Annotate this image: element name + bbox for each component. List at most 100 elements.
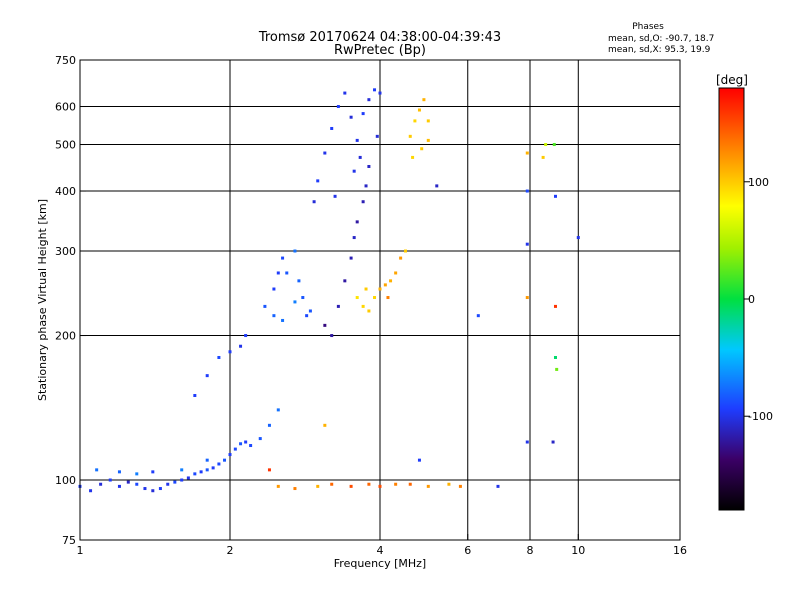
data-point [143, 487, 147, 491]
data-point [244, 334, 248, 338]
colorbar-tick-label: 100 [748, 176, 769, 189]
y-tick-label: 300 [55, 245, 76, 258]
data-point [135, 472, 139, 476]
data-point [399, 256, 403, 260]
data-point [367, 164, 371, 168]
data-point [553, 304, 557, 308]
data-point [361, 200, 365, 204]
data-point [217, 462, 221, 466]
data-point [135, 482, 139, 486]
data-point [555, 367, 559, 371]
data-point [417, 108, 421, 112]
colorbar-tick-label: -100 [748, 410, 773, 423]
x-tick-label: 6 [464, 544, 471, 557]
data-point [199, 470, 203, 474]
colorbar-label: [deg] [716, 73, 748, 87]
data-point [166, 482, 170, 486]
legend-line-o: mean, sd,O: -90.7, 18.7 [608, 34, 714, 44]
y-tick-label: 75 [62, 534, 76, 547]
data-point [228, 350, 232, 354]
data-point [330, 126, 334, 130]
data-point [422, 98, 426, 102]
data-point [420, 147, 424, 151]
data-point [426, 119, 430, 123]
data-point [373, 88, 377, 92]
data-point [476, 314, 480, 318]
data-point [383, 283, 387, 287]
data-point [389, 279, 393, 283]
data-point [205, 458, 209, 462]
data-point [272, 287, 276, 291]
data-point [343, 91, 347, 95]
data-point [364, 287, 368, 291]
data-point [367, 482, 371, 486]
legend-title: Phases [632, 22, 664, 32]
data-point [228, 453, 232, 457]
colorbar-ticks: 100 0 -100 [744, 176, 773, 423]
data-point [576, 236, 580, 240]
data-point [349, 115, 353, 119]
data-point [413, 119, 417, 123]
y-tick-label: 200 [55, 330, 76, 343]
colorbar: [deg] 100 0 -100 [716, 73, 773, 511]
data-point [316, 484, 320, 488]
data-point [426, 484, 430, 488]
data-point [281, 318, 285, 322]
data-point [496, 484, 500, 488]
data-point [308, 309, 312, 313]
data-point [323, 423, 327, 427]
data-point [544, 143, 548, 147]
data-point [435, 184, 439, 188]
data-point [95, 468, 99, 472]
data-point [217, 355, 221, 359]
data-point [89, 489, 93, 493]
x-axis: 1 2 4 6 8 10 16 [77, 534, 687, 557]
y-axis: 75 100 200 300 400 500 600 750 [55, 54, 86, 547]
data-point [316, 179, 320, 183]
data-point [244, 440, 248, 444]
data-point [330, 482, 334, 486]
data-point [447, 482, 451, 486]
data-point [211, 466, 215, 470]
data-point [364, 184, 368, 188]
data-point [276, 484, 280, 488]
chart-title: Tromsø 20170624 04:38:00-04:39:43 [258, 30, 501, 45]
data-point [293, 487, 297, 491]
data-point [525, 151, 529, 155]
data-point [426, 138, 430, 142]
data-point [361, 112, 365, 116]
data-point [343, 279, 347, 283]
data-point [349, 256, 353, 260]
data-point [333, 194, 337, 198]
data-point [525, 189, 529, 193]
data-point [173, 480, 177, 484]
x-tick-label: 4 [377, 544, 384, 557]
data-point [233, 447, 237, 451]
y-tick-label: 500 [55, 139, 76, 152]
data-point [349, 484, 353, 488]
data-point [358, 155, 362, 159]
data-point [305, 314, 309, 318]
y-tick-label: 100 [55, 474, 76, 487]
data-point [117, 470, 121, 474]
data-points [78, 88, 580, 493]
y-axis-label: Stationary phase Virtual Height [km] [36, 199, 49, 401]
data-point [323, 151, 327, 155]
data-point [361, 304, 365, 308]
data-point [336, 105, 340, 109]
x-tick-label: 16 [673, 544, 687, 557]
data-point [373, 296, 377, 300]
data-point [285, 271, 289, 275]
data-point [553, 355, 557, 359]
data-point [186, 476, 190, 480]
data-point [330, 334, 334, 338]
data-point [258, 437, 262, 441]
data-point [378, 287, 382, 291]
data-point [205, 374, 209, 378]
data-point [276, 271, 280, 275]
y-tick-label: 400 [55, 185, 76, 198]
data-point [355, 296, 359, 300]
data-point [408, 482, 412, 486]
data-point [394, 271, 398, 275]
data-point [293, 300, 297, 304]
